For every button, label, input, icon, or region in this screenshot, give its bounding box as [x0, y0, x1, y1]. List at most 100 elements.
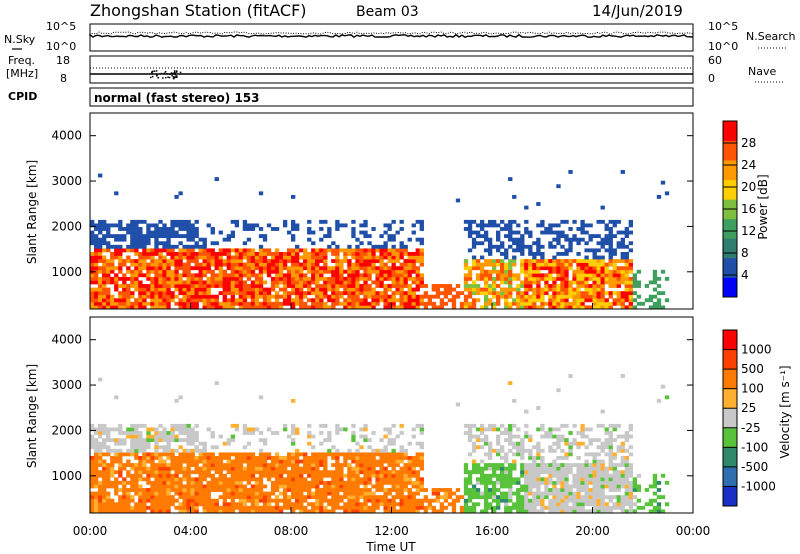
- power-cell: [222, 301, 227, 306]
- velocity-cell: [644, 502, 650, 507]
- power-cell: [632, 298, 638, 303]
- velocity-cell: [520, 448, 525, 453]
- velocity-cell: [170, 498, 175, 503]
- velocity-cell: [331, 495, 336, 500]
- velocity-cell: [536, 495, 541, 500]
- velocity-cell: [568, 498, 573, 503]
- power-cell: [371, 294, 376, 299]
- velocity-cell: [628, 423, 633, 428]
- power-cell: [383, 298, 388, 303]
- power-cell: [291, 273, 296, 278]
- velocity-cell: [291, 427, 296, 432]
- velocity-cell: [106, 470, 111, 475]
- velocity-cell: [158, 470, 163, 475]
- velocity-cell: [395, 509, 400, 514]
- power-cell: [568, 244, 573, 249]
- velocity-cell: [134, 466, 139, 471]
- velocity-cell: [282, 495, 288, 500]
- velocity-cell: [624, 498, 629, 503]
- velocity-cell: [375, 477, 380, 482]
- power-cell: [323, 294, 328, 299]
- power-cell: [419, 248, 424, 253]
- power-cell: [278, 273, 284, 278]
- freq-unit-label: [MHz]: [6, 67, 38, 80]
- power-cell: [415, 219, 420, 224]
- power-cell: [242, 301, 248, 306]
- power-cell: [500, 276, 505, 281]
- velocity-cell: [90, 427, 95, 432]
- power-cell: [222, 251, 227, 256]
- power-cell: [407, 251, 412, 256]
- power-cell: [194, 259, 199, 263]
- power-cell: [584, 280, 589, 285]
- power-cell: [552, 287, 557, 292]
- velocity-cell: [278, 484, 284, 489]
- power-cell: [359, 266, 364, 271]
- power-cell: [608, 259, 613, 263]
- power-cell: [383, 248, 388, 253]
- velocity-cell: [194, 509, 199, 514]
- power-cell: [126, 255, 131, 260]
- power-cell: [282, 266, 288, 271]
- power-cell: [423, 291, 428, 296]
- velocity-cell: [154, 438, 159, 443]
- velocity-cell: [158, 423, 163, 428]
- power-cell: [532, 262, 537, 267]
- power-cell: [568, 294, 573, 299]
- power-cell: [656, 305, 662, 310]
- power-cell: [170, 255, 175, 260]
- velocity-cell: [186, 441, 191, 446]
- velocity-cell: [170, 434, 175, 439]
- velocity-cell: [483, 502, 489, 507]
- power-cell: [110, 255, 115, 260]
- power-cell: [572, 269, 577, 274]
- velocity-cell: [363, 480, 368, 485]
- velocity-cell: [98, 377, 103, 382]
- velocity-cell: [359, 427, 364, 432]
- power-cell: [194, 280, 199, 285]
- power-cell: [532, 251, 537, 256]
- velocity-cell: [94, 455, 99, 460]
- velocity-cell: [612, 473, 617, 478]
- velocity-cell: [114, 502, 119, 507]
- velocity-cell: [210, 455, 215, 460]
- power-cell: [282, 291, 288, 296]
- power-cell: [524, 244, 529, 249]
- power-cell: [407, 284, 412, 288]
- velocity-cell: [411, 484, 416, 489]
- velocity-cell: [311, 484, 316, 489]
- power-cell: [206, 284, 211, 288]
- velocity-cell: [532, 477, 537, 482]
- nave-dropout-point: [175, 76, 178, 79]
- power-cell: [218, 255, 223, 260]
- power-cell: [158, 269, 163, 274]
- power-cell: [327, 234, 332, 239]
- power-cell: [138, 219, 143, 224]
- power-cell: [210, 262, 215, 267]
- velocity-cell: [291, 470, 296, 475]
- power-cell: [347, 244, 352, 249]
- noise-left-tick-top: 10^5: [46, 20, 76, 33]
- power-cell: [250, 248, 256, 253]
- power-cell: [182, 248, 187, 253]
- power-cell: [98, 294, 103, 299]
- power-cell: [242, 284, 248, 288]
- power-cell: [226, 298, 231, 303]
- power-cell: [106, 266, 111, 271]
- velocity-cell: [628, 470, 633, 475]
- power-cell: [576, 227, 581, 231]
- velocity-cell: [242, 423, 248, 428]
- power-cell: [311, 269, 316, 274]
- velocity-cell: [403, 498, 408, 503]
- power-cell: [158, 280, 163, 285]
- power-cell: [399, 248, 404, 253]
- velocity-cell: [528, 498, 533, 503]
- power-cell: [524, 287, 529, 292]
- power-cell: [616, 259, 621, 263]
- velocity-cell: [556, 505, 561, 510]
- velocity-cell: [218, 466, 223, 471]
- power-cell: [572, 280, 577, 285]
- power-cell: [158, 259, 163, 263]
- velocity-cell: [584, 491, 589, 496]
- power-cell: [508, 234, 513, 239]
